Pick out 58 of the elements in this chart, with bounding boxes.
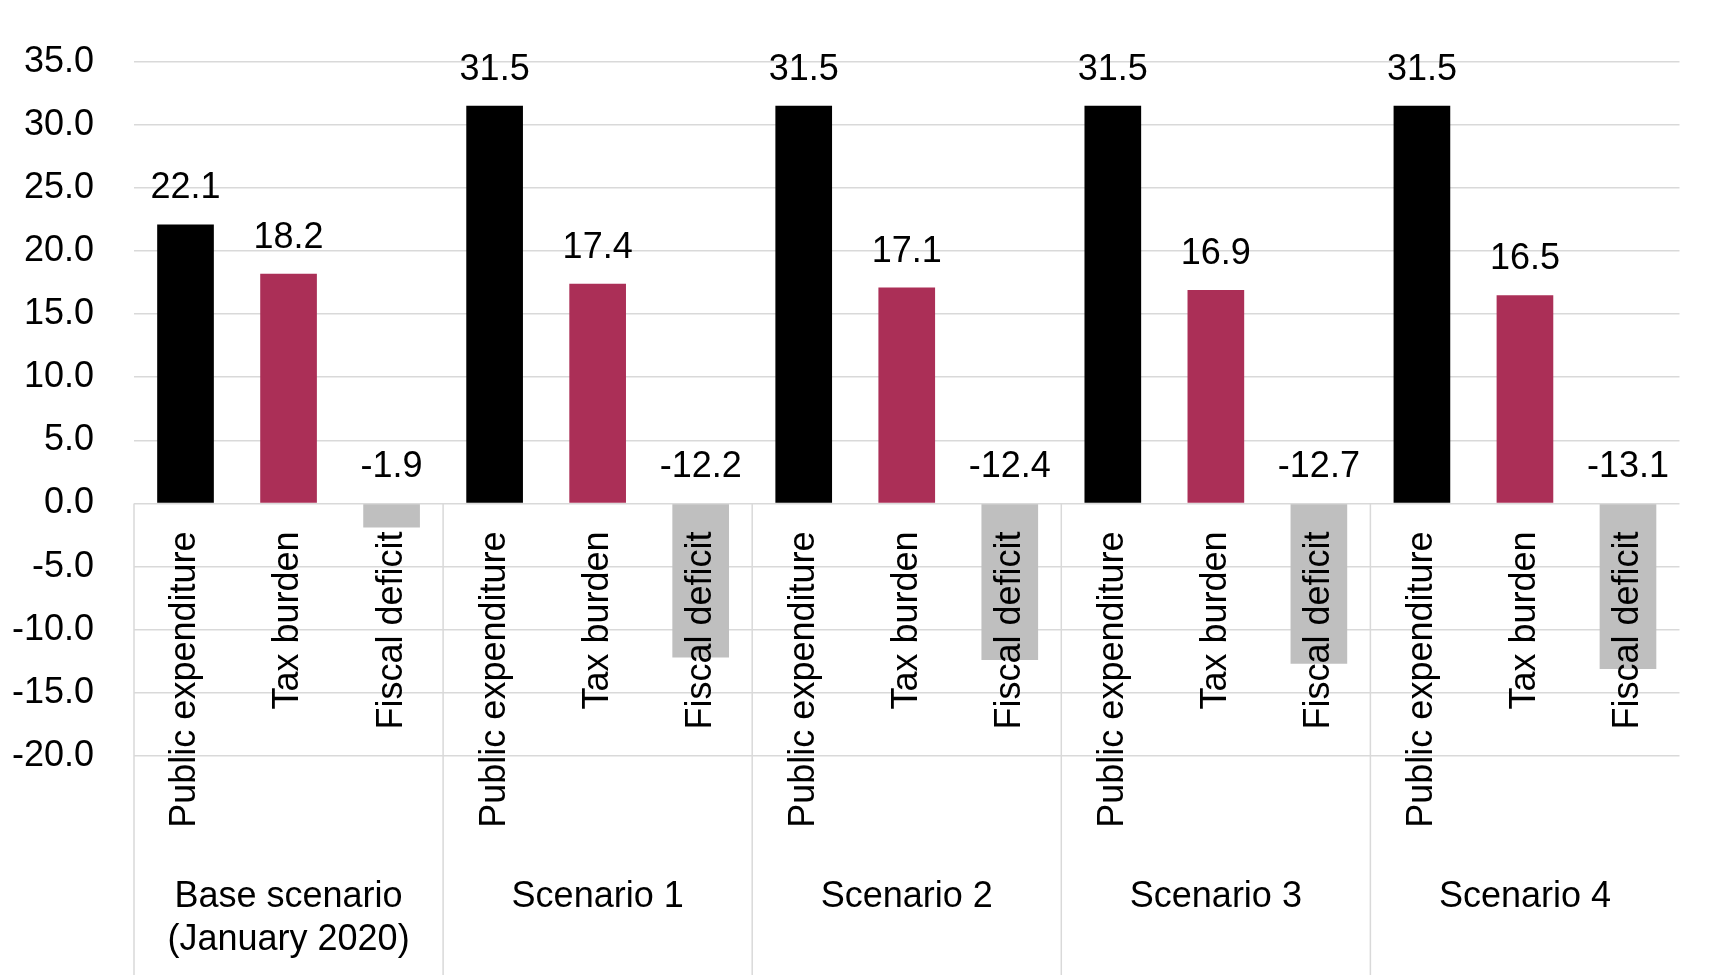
y-tick-label: -15.0 [11,669,94,711]
text: Tax burden [1192,531,1234,710]
y-tick-label: 10.0 [23,354,94,396]
data-label: 17.4 [562,224,633,266]
y-tick-label: -5.0 [31,543,94,585]
x-tick-label: Scenario 3 [1129,873,1302,915]
bar [775,105,833,503]
bar [1496,295,1554,503]
text: Fiscal deficit [368,531,410,730]
text: Public expenditure [780,531,822,828]
x-tick-label: Scenario 1 [511,873,684,915]
y-tick-label: 5.0 [43,417,94,459]
data-label: 31.5 [459,46,530,88]
text: Tax burden [883,531,925,710]
y-tick-label: 25.0 [23,164,94,206]
data-label: 16.5 [1489,236,1560,278]
bar [878,287,936,503]
bar [466,105,523,503]
y-tick-label: 20.0 [23,227,94,269]
bar [569,283,626,503]
bar [260,273,317,503]
text: Public expenditure [471,531,513,828]
text: Fiscal deficit [986,531,1028,730]
text: Public expenditure [162,531,204,828]
bar [1187,290,1245,503]
text: Fiscal deficit [1295,531,1337,730]
y-tick-label: 35.0 [23,38,94,80]
y-tick-label: 30.0 [23,101,94,143]
data-label: -12.4 [968,444,1051,486]
text: Fiscal deficit [677,531,719,730]
text: Public expenditure [1089,531,1131,828]
data-label: -12.7 [1277,444,1360,486]
y-tick-label: 15.0 [23,291,94,333]
data-label: 31.5 [1077,46,1148,88]
y-tick-label: 0.0 [43,480,94,522]
data-label: 22.1 [150,165,221,207]
text: Tax burden [574,531,616,710]
data-label: -13.1 [1586,444,1670,486]
data-label: 16.9 [1180,231,1251,273]
data-label: -12.2 [659,444,742,486]
x-tick-label: Scenario 2 [820,873,993,915]
bar [363,504,420,528]
text: Fiscal deficit [1604,531,1646,730]
x-tick-label: Scenario 4 [1438,873,1611,915]
bar [1084,105,1142,503]
bar [1393,105,1451,503]
data-label: 17.1 [871,228,942,270]
data-label: -1.9 [360,444,423,486]
bar [157,224,214,503]
data-label: 31.5 [768,46,839,88]
data-label: 18.2 [253,214,324,256]
y-tick-label: -20.0 [11,732,94,774]
text: Public expenditure [1398,531,1440,828]
data-label: 31.5 [1386,46,1457,88]
text: Tax burden [265,531,307,710]
x-tick-label: Base scenario (January 2020) [167,873,410,958]
text: Tax burden [1501,531,1543,710]
y-tick-label: -10.0 [11,606,94,648]
